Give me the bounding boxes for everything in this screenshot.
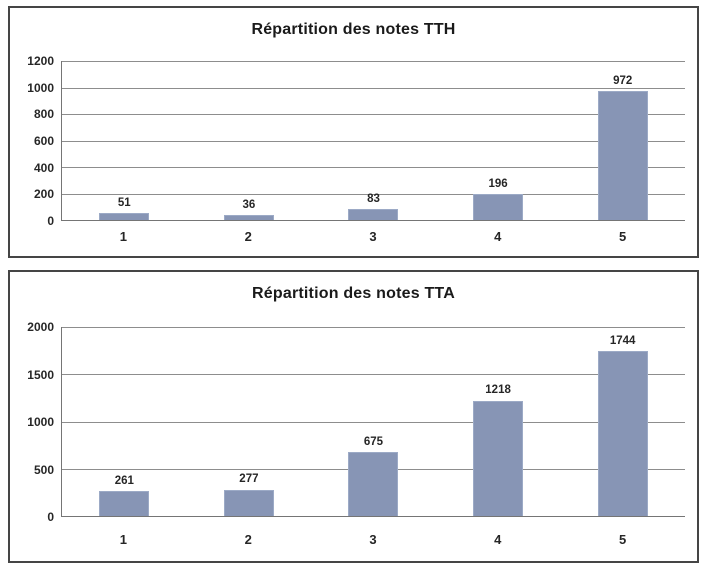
y-tick-label: 1000	[27, 80, 54, 95]
y-tick-label: 200	[33, 187, 54, 202]
x-tick-label: 1	[119, 532, 128, 547]
bar-value-label: 1218	[485, 384, 511, 397]
x-tick-label: 1	[119, 229, 128, 244]
bar-value-label: 675	[363, 435, 384, 448]
x-tick-label: 2	[244, 532, 252, 547]
y-axis-ticks: 0 200 400 600 800 1000 1200	[12, 55, 54, 227]
x-tick-label: 4	[494, 229, 502, 244]
y-tick-label: 500	[33, 462, 54, 477]
y-tick-label: 1200	[27, 54, 54, 68]
y-tick-label: 0	[47, 214, 54, 228]
bar	[473, 194, 524, 220]
bar	[223, 489, 274, 516]
gridline	[62, 374, 685, 376]
chart-card-tta: Répartition des notes TTA 0 500 1000 1500 20…	[8, 270, 699, 563]
y-tick-label: 1500	[27, 367, 54, 382]
bar-column: 196	[436, 61, 561, 220]
x-tick-label: 4	[494, 532, 502, 547]
bar	[99, 213, 150, 220]
bars: 51 36 83 196 972	[62, 61, 685, 220]
chart-title: Répartition des notes TTA	[252, 285, 455, 302]
bar-value-label: 196	[488, 177, 508, 190]
bar-value-label: 83	[367, 192, 380, 205]
bar	[473, 400, 524, 516]
bar-value-label: 36	[242, 198, 256, 211]
bar	[597, 351, 648, 516]
gridlines	[62, 61, 685, 220]
chart-card-tth: Répartition des notes TTH 0 200 400 600 800 1…	[8, 6, 699, 258]
chart-title: Répartition des notes TTH	[251, 21, 456, 38]
y-tick-label: 1000	[27, 415, 54, 429]
bar-column: 36	[187, 61, 312, 220]
bar-value-label: 261	[114, 474, 134, 487]
bar	[348, 452, 399, 516]
y-axis-ticks: 0 500 1000 1500 2000	[12, 321, 54, 523]
x-tick-label: 3	[369, 229, 377, 244]
x-axis-ticks: 1 2 3 4 5	[61, 532, 685, 548]
bar-column: 277	[187, 327, 312, 516]
bar-value-label: 972	[613, 74, 633, 87]
plot-area: 261 277 675 1218 1744	[61, 327, 685, 517]
x-tick-label: 5	[618, 229, 627, 244]
x-tick-label: 3	[369, 532, 377, 547]
bar-value-label: 51	[117, 196, 131, 209]
plot-area: 51 36 83 196 972	[61, 61, 685, 221]
gridline	[62, 61, 685, 62]
bar-column: 261	[62, 327, 187, 516]
bar	[223, 215, 274, 220]
bar-value-label: 277	[239, 473, 259, 486]
bar	[348, 209, 399, 220]
bar-column: 1218	[436, 327, 561, 516]
gridline	[62, 87, 685, 89]
x-tick-label: 5	[618, 532, 627, 547]
gridline	[62, 167, 685, 169]
y-tick-label: 800	[33, 107, 54, 122]
gridline	[62, 140, 685, 142]
bar-column: 972	[560, 61, 685, 220]
bar-column: 83	[311, 61, 436, 220]
y-tick-label: 2000	[27, 320, 54, 334]
x-tick-label: 2	[244, 229, 252, 244]
y-tick-label: 400	[33, 160, 54, 175]
gridline	[62, 193, 685, 195]
bar-column: 675	[311, 327, 436, 516]
bar-value-label: 1744	[609, 334, 636, 347]
bar-column: 1744	[560, 327, 685, 516]
gridline	[62, 327, 685, 328]
bar-column: 51	[62, 61, 187, 220]
bar	[99, 491, 150, 516]
y-tick-label: 600	[33, 134, 54, 148]
gridline	[62, 114, 685, 116]
bar	[597, 91, 648, 220]
bars: 261 277 675 1218 1744	[62, 327, 685, 516]
gridline	[62, 421, 685, 423]
y-tick-label: 0	[47, 510, 54, 524]
x-axis-ticks: 1 2 3 4 5	[61, 229, 685, 245]
